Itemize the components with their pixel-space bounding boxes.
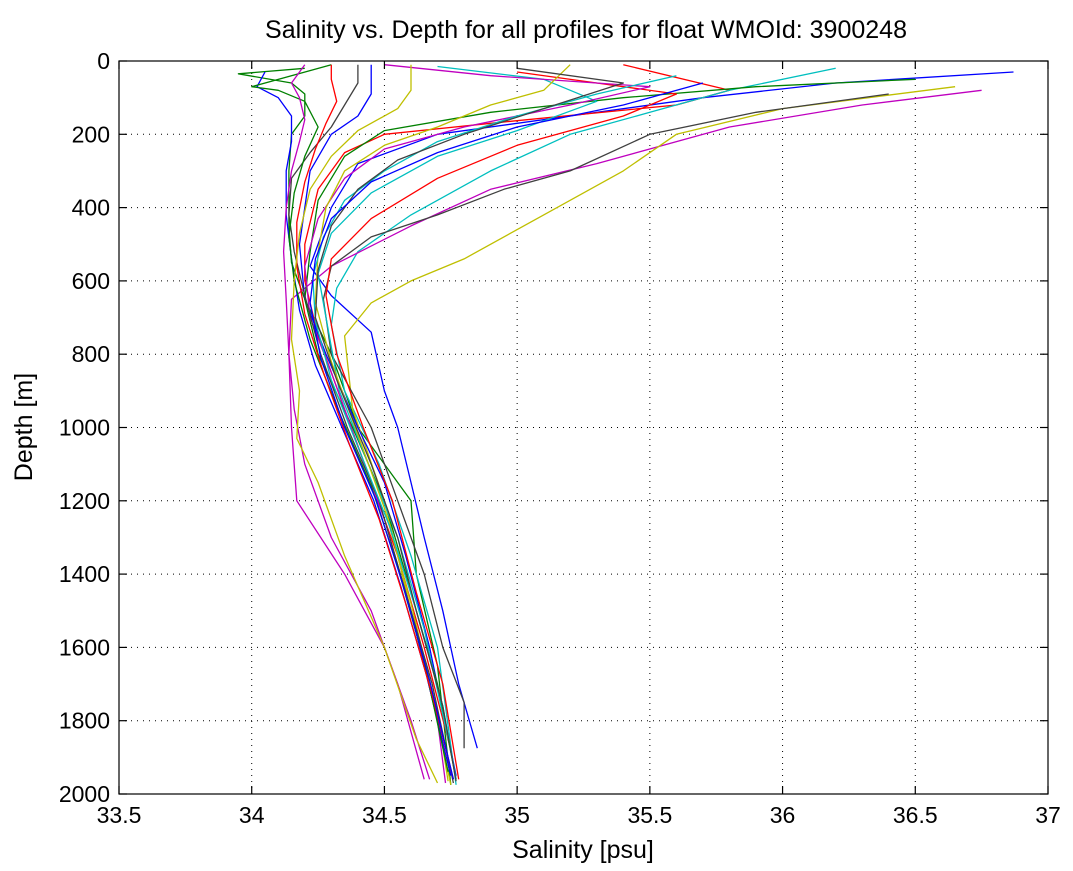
x-tick-label: 34.5 <box>362 802 407 828</box>
profile-line-5 <box>288 89 982 780</box>
y-tick-label: 200 <box>72 121 110 147</box>
x-tick-label: 33.5 <box>97 802 142 828</box>
y-tick-label: 1400 <box>59 561 110 587</box>
x-tick-label: 37 <box>1035 802 1061 828</box>
profile-line-4 <box>330 67 836 785</box>
x-tick-label: 35 <box>504 802 530 828</box>
y-tick-label: 600 <box>72 268 110 294</box>
axis-ticks: 33.5 34 34.5 35 35.5 36 36.5 37 0 200 400 600 800 100… <box>59 48 1061 828</box>
profile-line-1 <box>309 71 1014 749</box>
profile-line-19 <box>282 64 425 780</box>
y-tick-label: 0 <box>97 48 110 74</box>
x-tick-label: 36 <box>770 802 796 828</box>
y-tick-label: 1000 <box>59 415 110 441</box>
y-tick-label: 2000 <box>59 781 110 807</box>
profile-line-14 <box>288 64 455 784</box>
y-tick-label: 1800 <box>59 708 110 734</box>
x-tick-label: 34 <box>239 802 265 828</box>
x-axis-label: Salinity [psu] <box>512 836 654 864</box>
profile-line-3 <box>304 64 731 751</box>
profile-line-6 <box>343 86 956 785</box>
grid-lines <box>119 61 1048 794</box>
profile-line-17 <box>296 64 455 780</box>
profile-line-10 <box>325 71 678 780</box>
series-layer <box>237 64 1014 785</box>
y-axis-label: Depth [m] <box>10 373 38 481</box>
profile-line-21 <box>314 67 624 782</box>
y-tick-label: 400 <box>72 195 110 221</box>
profile-line-20 <box>290 64 439 784</box>
chart-title: Salinity vs. Depth for all profiles for … <box>265 16 907 44</box>
x-tick-label: 35.5 <box>627 802 672 828</box>
y-tick-label: 1600 <box>59 634 110 660</box>
profile-line-8 <box>298 64 457 776</box>
x-tick-label: 36.5 <box>893 802 938 828</box>
profile-line-22 <box>309 82 704 780</box>
y-tick-label: 1200 <box>59 488 110 514</box>
y-tick-label: 800 <box>72 341 110 367</box>
